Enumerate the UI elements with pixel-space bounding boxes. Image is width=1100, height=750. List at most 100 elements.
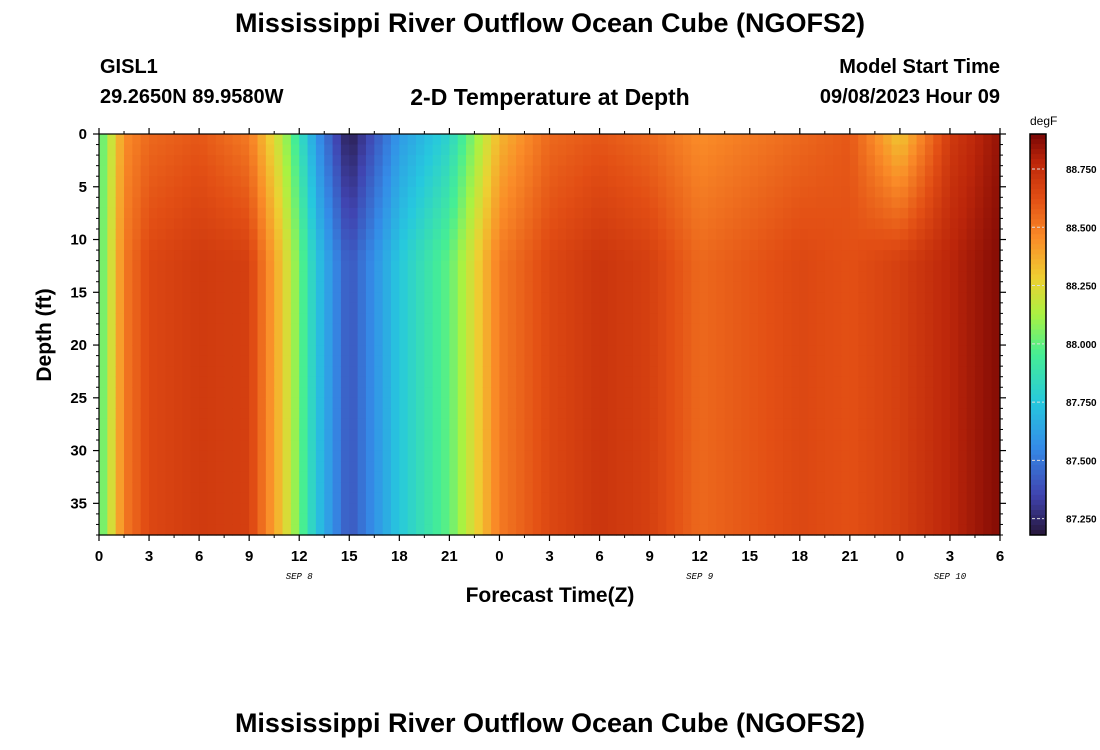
heatmap-cell	[749, 165, 759, 177]
heatmap-cell	[232, 440, 242, 452]
heatmap-cell	[849, 376, 859, 388]
heatmap-cell	[524, 228, 534, 241]
heatmap-cell	[616, 366, 626, 378]
heatmap-cell	[682, 355, 692, 367]
heatmap-cell	[307, 366, 317, 378]
heatmap-cell	[249, 440, 259, 452]
heatmap-cell	[399, 440, 409, 452]
heatmap-cell	[357, 334, 367, 346]
heatmap-cell	[591, 239, 601, 251]
heatmap-cell	[908, 197, 918, 209]
heatmap-cell	[374, 207, 384, 220]
heatmap-cell	[749, 323, 759, 336]
heatmap-cell	[899, 461, 909, 473]
heatmap-cell	[382, 345, 392, 357]
heatmap-cell	[140, 418, 150, 431]
heatmap-cell	[708, 250, 717, 262]
heatmap-cell	[215, 186, 225, 198]
heatmap-cell	[466, 513, 476, 526]
heatmap-cell	[816, 134, 826, 146]
heatmap-cell	[616, 250, 626, 262]
heatmap-cell	[691, 482, 701, 494]
heatmap-cell	[674, 144, 684, 156]
heatmap-cell	[357, 366, 367, 378]
heatmap-cell	[708, 134, 717, 146]
heatmap-cell	[908, 228, 918, 241]
heatmap-cell	[357, 271, 367, 283]
heatmap-cell	[224, 513, 234, 526]
heatmap-cell	[682, 176, 692, 188]
heatmap-cell	[774, 165, 784, 177]
heatmap-cell	[899, 450, 909, 462]
heatmap-cell	[616, 281, 626, 293]
heatmap-cell	[165, 397, 175, 409]
heatmap-cell	[157, 408, 167, 420]
heatmap-cell	[416, 376, 425, 388]
heatmap-cell	[616, 450, 626, 462]
heatmap-cell	[883, 387, 893, 399]
heatmap-cell	[874, 271, 884, 283]
heatmap-cell	[574, 313, 584, 325]
heatmap-cell	[557, 281, 567, 293]
heatmap-cell	[390, 387, 400, 399]
heatmap-cell	[507, 176, 517, 188]
heatmap-cell	[224, 302, 234, 314]
heatmap-cell	[766, 292, 776, 304]
heatmap-cell	[974, 418, 984, 431]
heatmap-cell	[149, 429, 158, 441]
heatmap-cell	[265, 250, 275, 262]
heatmap-cell	[407, 471, 417, 483]
heatmap-cell	[724, 218, 734, 230]
heatmap-cell	[983, 355, 993, 367]
colorbar-segment	[1030, 139, 1046, 145]
heatmap-cell	[474, 165, 484, 177]
heatmap-cell	[899, 334, 909, 346]
heatmap-cell	[824, 218, 834, 230]
heatmap-cell	[349, 387, 359, 399]
heatmap-cell	[532, 260, 542, 272]
heatmap-cell	[808, 418, 818, 431]
heatmap-cell	[399, 429, 409, 441]
heatmap-cell	[499, 355, 509, 367]
heatmap-cell	[149, 482, 158, 494]
heatmap-cell	[774, 271, 784, 283]
heatmap-cell	[974, 492, 984, 504]
heatmap-cell	[991, 281, 1001, 293]
heatmap-cell	[416, 387, 425, 399]
heatmap-cell	[332, 281, 342, 293]
heatmap-cell	[140, 471, 150, 483]
heatmap-cell	[933, 144, 943, 156]
heatmap-cell	[357, 155, 367, 167]
heatmap-cell	[799, 524, 809, 536]
heatmap-cell	[240, 345, 250, 357]
heatmap-cell	[883, 239, 893, 251]
heatmap-cell	[382, 440, 392, 452]
heatmap-cell	[390, 197, 400, 209]
heatmap-cell	[224, 218, 234, 230]
heatmap-cell	[858, 355, 868, 367]
heatmap-cell	[899, 397, 909, 409]
heatmap-cell	[315, 155, 325, 167]
heatmap-cell	[240, 176, 250, 188]
heatmap-cell	[833, 397, 843, 409]
heatmap-cell	[758, 165, 767, 177]
heatmap-cell	[741, 271, 751, 283]
heatmap-cell	[849, 461, 859, 473]
heatmap-cell	[449, 165, 459, 177]
heatmap-cell	[199, 292, 209, 304]
heatmap-cell	[682, 418, 692, 431]
heatmap-cell	[691, 408, 701, 420]
heatmap-cell	[849, 429, 859, 441]
heatmap-cell	[382, 323, 392, 336]
heatmap-cell	[849, 271, 859, 283]
heatmap-cell	[741, 524, 751, 536]
heatmap-cell	[140, 313, 150, 325]
heatmap-cell	[299, 408, 309, 420]
heatmap-cell	[599, 503, 609, 515]
heatmap-cell	[991, 176, 1001, 188]
heatmap-cell	[265, 408, 275, 420]
heatmap-cell	[190, 260, 200, 272]
heatmap-cell	[774, 186, 784, 198]
heatmap-cell	[624, 176, 634, 188]
heatmap-cell	[758, 176, 767, 188]
